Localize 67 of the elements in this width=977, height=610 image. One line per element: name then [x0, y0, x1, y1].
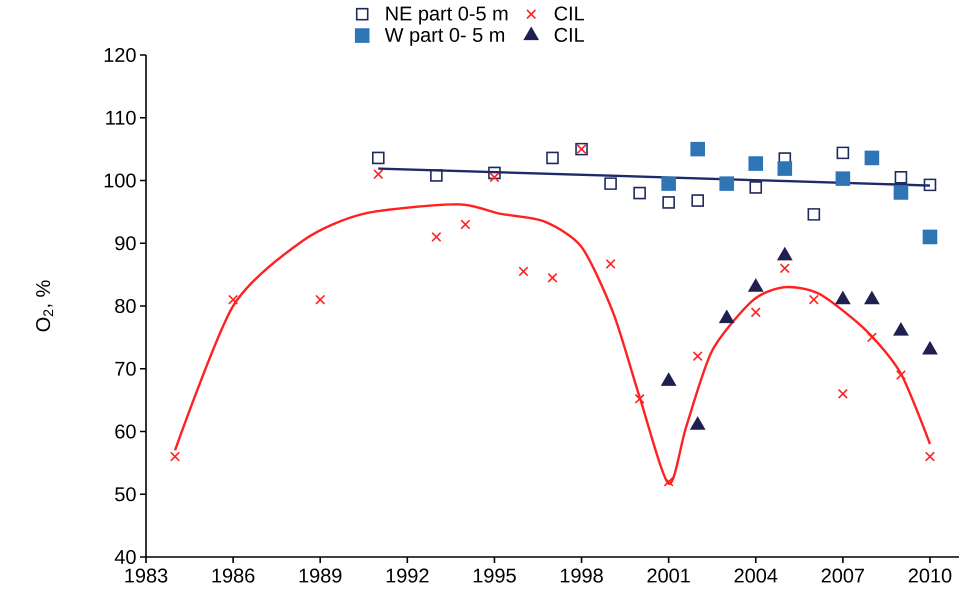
point — [692, 351, 703, 362]
legend-label: W part 0- 5 m — [384, 28, 504, 46]
y-tick-label: 110 — [106, 110, 136, 125]
point — [606, 258, 616, 269]
line-series — [174, 203, 932, 485]
point — [315, 294, 326, 305]
point — [894, 185, 908, 200]
y-tick-label: 50 — [115, 487, 136, 502]
y-tick-label: 70 — [115, 362, 136, 376]
x-tick-label: 1995 — [474, 568, 516, 583]
point — [430, 169, 443, 182]
point — [633, 186, 646, 200]
point — [924, 452, 936, 462]
x-tick-label: 1992 — [386, 568, 428, 583]
point — [373, 169, 384, 180]
point — [864, 150, 880, 166]
point — [748, 156, 764, 171]
y-tick-label: 80 — [115, 298, 136, 314]
point — [750, 307, 761, 318]
x-tick-label: 2007 — [822, 568, 864, 583]
point — [547, 272, 558, 283]
point — [894, 171, 908, 184]
x-tick-label: 2010 — [908, 568, 952, 583]
y-tick-label: 120 — [104, 48, 136, 62]
point — [431, 232, 442, 242]
point — [924, 178, 936, 192]
point — [836, 171, 850, 186]
x-tick-label: 1986 — [212, 568, 254, 583]
point — [228, 294, 238, 305]
point — [518, 266, 529, 277]
y-tick-label: 90 — [115, 236, 136, 250]
point — [488, 166, 501, 180]
y-tick-label: 60 — [115, 424, 136, 439]
point — [777, 161, 792, 176]
x-tick-label: 1989 — [300, 568, 342, 583]
point — [489, 172, 500, 182]
point — [546, 152, 559, 164]
legend-label: CIL — [554, 6, 584, 21]
x-tick-label: 2001 — [647, 568, 690, 583]
y-tick-label: 40 — [114, 550, 136, 564]
legend-label: CIL — [554, 28, 584, 42]
point — [604, 177, 617, 190]
y-tick-label: 100 — [104, 173, 136, 188]
y-axis-title: O$_{2}$, % — [36, 280, 54, 332]
point — [896, 370, 906, 380]
x-tick-label: 1983 — [125, 568, 168, 583]
point — [460, 219, 470, 230]
point — [780, 263, 790, 274]
point — [634, 394, 645, 404]
point — [866, 332, 877, 342]
point — [661, 176, 676, 191]
x-tick-label: 1998 — [560, 568, 603, 583]
point — [808, 294, 819, 305]
x-tick-label: 2004 — [734, 568, 778, 583]
point — [690, 142, 705, 156]
point — [691, 194, 704, 207]
point — [662, 196, 675, 209]
point — [664, 476, 674, 487]
point — [372, 152, 385, 164]
point — [170, 452, 180, 462]
point — [808, 208, 820, 221]
point — [719, 176, 734, 191]
point — [922, 230, 938, 244]
point — [838, 388, 848, 399]
point — [749, 181, 762, 194]
point — [836, 146, 850, 160]
legend-label: NE part 0-5 m — [386, 6, 508, 25]
